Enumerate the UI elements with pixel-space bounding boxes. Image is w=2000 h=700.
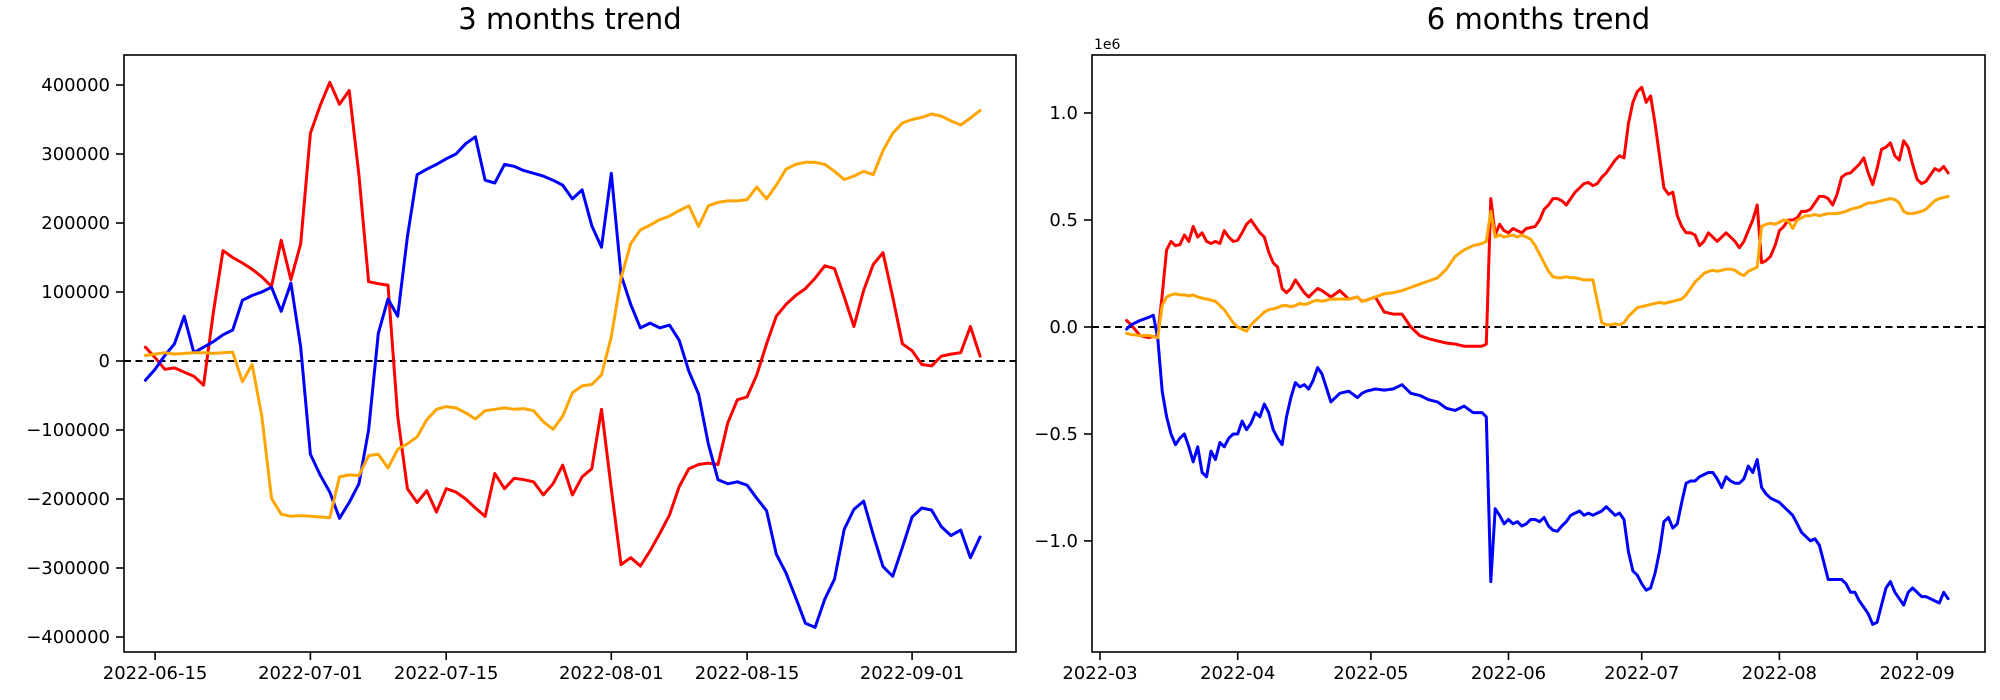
series-line-blue <box>1125 313 1950 626</box>
y-axis-offset-label: 1e6 <box>1094 37 1121 53</box>
y-tick-label: 1.0 <box>1049 103 1078 124</box>
series-line-orange <box>143 109 982 520</box>
x-tick-label: 2022-09-01 <box>860 663 965 684</box>
x-tick-label: 2022-07 <box>1604 663 1679 684</box>
y-tick-label: 300000 <box>41 144 110 165</box>
series-line-orange <box>1125 194 1950 340</box>
plot-border <box>123 54 1017 653</box>
x-tick-label: 2022-06 <box>1471 663 1546 684</box>
y-tick-label: 200000 <box>41 213 110 234</box>
x-tick-label: 2022-08 <box>1742 663 1817 684</box>
series-line-blue <box>143 135 982 629</box>
y-tick-label: −400000 <box>26 627 110 648</box>
left-chart-title: 3 months trend <box>458 2 682 36</box>
x-tick-label: 2022-03 <box>1062 663 1137 684</box>
plot-border <box>1091 54 1986 653</box>
y-tick-label: 0.5 <box>1049 210 1078 231</box>
x-tick-label: 2022-07-15 <box>394 663 499 684</box>
y-tick-label: −0.5 <box>1034 424 1078 445</box>
x-tick-label: 2022-09 <box>1879 663 1954 684</box>
y-tick-label: −200000 <box>26 489 110 510</box>
y-tick-label: −300000 <box>26 558 110 579</box>
y-tick-label: −1.0 <box>1034 531 1078 552</box>
y-tick-label: −100000 <box>26 420 110 441</box>
series-line-red <box>143 80 982 568</box>
y-tick-label: 100000 <box>41 282 110 303</box>
x-tick-label: 2022-08-01 <box>559 663 664 684</box>
x-tick-label: 2022-06-15 <box>103 663 208 684</box>
y-tick-label: 0 <box>99 351 110 372</box>
series-line-red <box>1125 85 1950 348</box>
right-chart-title: 6 months trend <box>1426 2 1651 36</box>
x-tick-label: 2022-04 <box>1200 663 1275 684</box>
y-tick-label: 0.0 <box>1049 317 1078 338</box>
x-tick-label: 2022-05 <box>1333 663 1408 684</box>
x-tick-label: 2022-08-15 <box>695 663 800 684</box>
x-tick-label: 2022-07-01 <box>258 663 363 684</box>
y-tick-label: 400000 <box>41 75 110 96</box>
